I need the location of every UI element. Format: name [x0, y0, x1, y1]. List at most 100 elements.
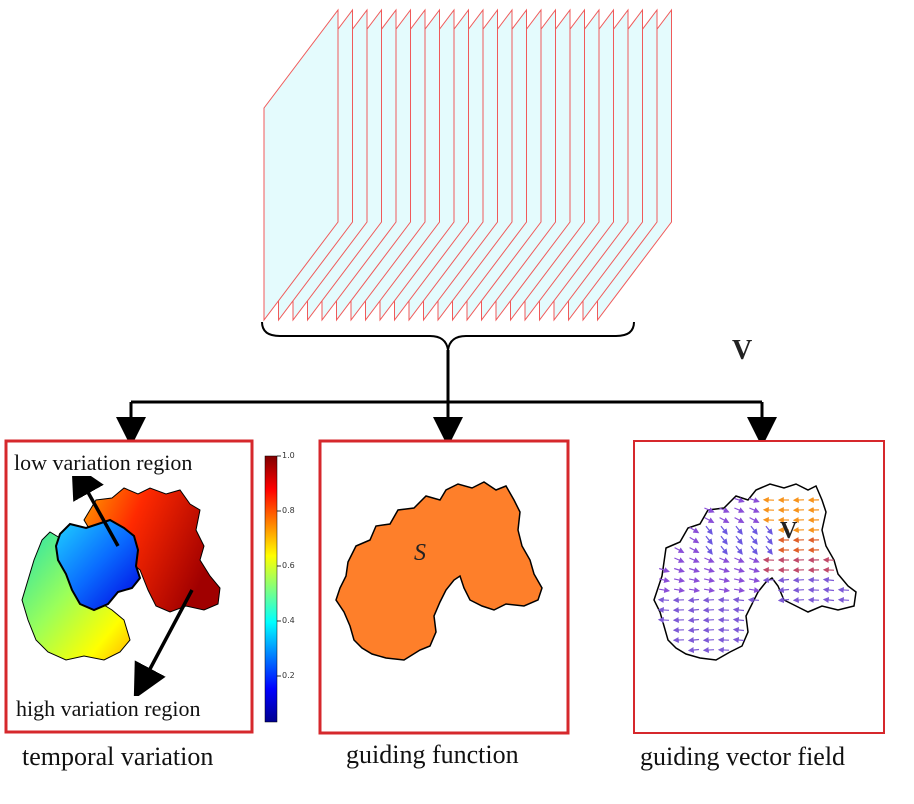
vector-arrow — [792, 577, 805, 584]
vector-arrow — [702, 597, 715, 604]
vector-arrow — [822, 586, 835, 593]
vector-arrow — [688, 577, 701, 583]
vector-arrow — [750, 535, 758, 545]
vector-arrow — [734, 517, 745, 523]
vector-arrow — [702, 607, 715, 614]
vector-arrow — [704, 557, 715, 563]
vector-arrow — [703, 577, 716, 583]
vector-arrow — [687, 647, 700, 654]
colorbar-tick-label: 0.2 — [282, 671, 295, 680]
vector-arrow — [777, 597, 790, 604]
vector-arrow — [733, 577, 746, 583]
vector-arrow — [718, 577, 731, 583]
vector-arrow — [792, 597, 805, 604]
vector-arrow — [674, 587, 686, 593]
vector-arrow — [732, 636, 745, 643]
guiding-function-symbol: S — [414, 540, 426, 566]
vector-arrow — [732, 596, 745, 603]
guiding-function-caption: guiding function — [346, 740, 519, 769]
vector-arrow — [750, 525, 758, 535]
vector-arrow — [705, 545, 713, 555]
stack-brace — [261, 321, 635, 351]
vector-arrow — [674, 557, 685, 563]
vector-arrow — [734, 497, 745, 503]
colorbar-tick-label: 0.6 — [282, 561, 295, 570]
vector-arrow — [734, 557, 745, 563]
high-variation-label: high variation region — [14, 696, 203, 722]
vector-arrow — [704, 507, 715, 513]
colorbar-tick-label: 0.4 — [282, 616, 295, 625]
vector-arrow — [735, 545, 743, 555]
vector-arrow — [674, 547, 685, 553]
vector-arrow — [765, 535, 773, 545]
vector-arrow — [657, 606, 670, 613]
vector-arrow — [673, 577, 686, 583]
vector-arrow — [765, 525, 773, 535]
vector-arrow — [719, 517, 730, 523]
vector-arrow — [689, 547, 700, 553]
vector-arrow — [735, 535, 743, 545]
vector-field-arrows — [657, 496, 850, 654]
colorbar-tick-label: 1.0 — [282, 451, 295, 460]
vector-arrow — [719, 557, 730, 563]
vector-arrow — [734, 587, 746, 593]
vector-arrow — [720, 535, 728, 545]
vector-arrow — [705, 535, 713, 545]
vector-arrow — [749, 557, 760, 563]
vector-arrow — [702, 647, 715, 654]
vector-arrow — [719, 507, 730, 513]
vector-arrow — [687, 637, 700, 644]
colorbar — [264, 455, 278, 723]
vector-arrow — [734, 567, 745, 573]
colorbar-tick-label: 0.8 — [282, 506, 295, 515]
vector-arrow — [657, 596, 670, 603]
vector-arrow — [702, 637, 715, 644]
vector-arrow — [837, 596, 850, 603]
vector-arrow — [659, 567, 670, 573]
vector-arrow — [777, 587, 790, 594]
vector-arrow — [734, 507, 745, 513]
guiding-function-shape — [335, 481, 543, 661]
temporal-variation-map — [21, 462, 221, 700]
low-region-arrow — [71, 462, 120, 547]
vector-arrow — [704, 587, 716, 593]
vector-arrow — [674, 567, 685, 573]
vector-arrow — [689, 567, 700, 573]
vector-arrow — [689, 557, 700, 563]
vector-arrow — [704, 567, 715, 573]
vector-arrow — [702, 627, 715, 634]
vector-field-symbol: V — [780, 518, 798, 544]
vector-arrow — [658, 577, 671, 583]
vector-arrow — [749, 517, 760, 523]
vector-arrow — [748, 577, 761, 583]
vector-arrow — [719, 567, 730, 573]
vector-arrow — [732, 626, 745, 633]
vector-arrow — [705, 525, 713, 535]
vector-arrow — [659, 587, 671, 593]
video-frame — [263, 8, 339, 322]
vector-arrow — [765, 545, 773, 555]
vector-arrow — [720, 545, 728, 555]
vector-arrow — [689, 536, 700, 544]
vector-arrow — [747, 596, 760, 603]
vector-arrow — [749, 587, 761, 593]
vector-arrow — [732, 606, 745, 613]
high-region-arrow — [133, 589, 194, 700]
connector-tree — [116, 350, 777, 447]
temporal-variation-caption: temporal variation — [22, 742, 214, 771]
vector-arrow — [792, 587, 805, 594]
vector-arrow — [750, 545, 758, 555]
vector-arrow — [749, 567, 760, 573]
vector-arrow — [732, 616, 745, 623]
vector-arrow — [749, 497, 760, 503]
vector-arrow — [702, 617, 715, 624]
vector-arrow — [822, 576, 835, 583]
frame-stack — [263, 8, 672, 322]
vector-arrow — [822, 596, 835, 603]
stack-label: V — [732, 335, 753, 366]
low-variation-area — [54, 518, 142, 612]
vector-arrow — [720, 525, 728, 535]
vector-arrow — [687, 607, 700, 614]
vector-arrow — [719, 587, 731, 593]
